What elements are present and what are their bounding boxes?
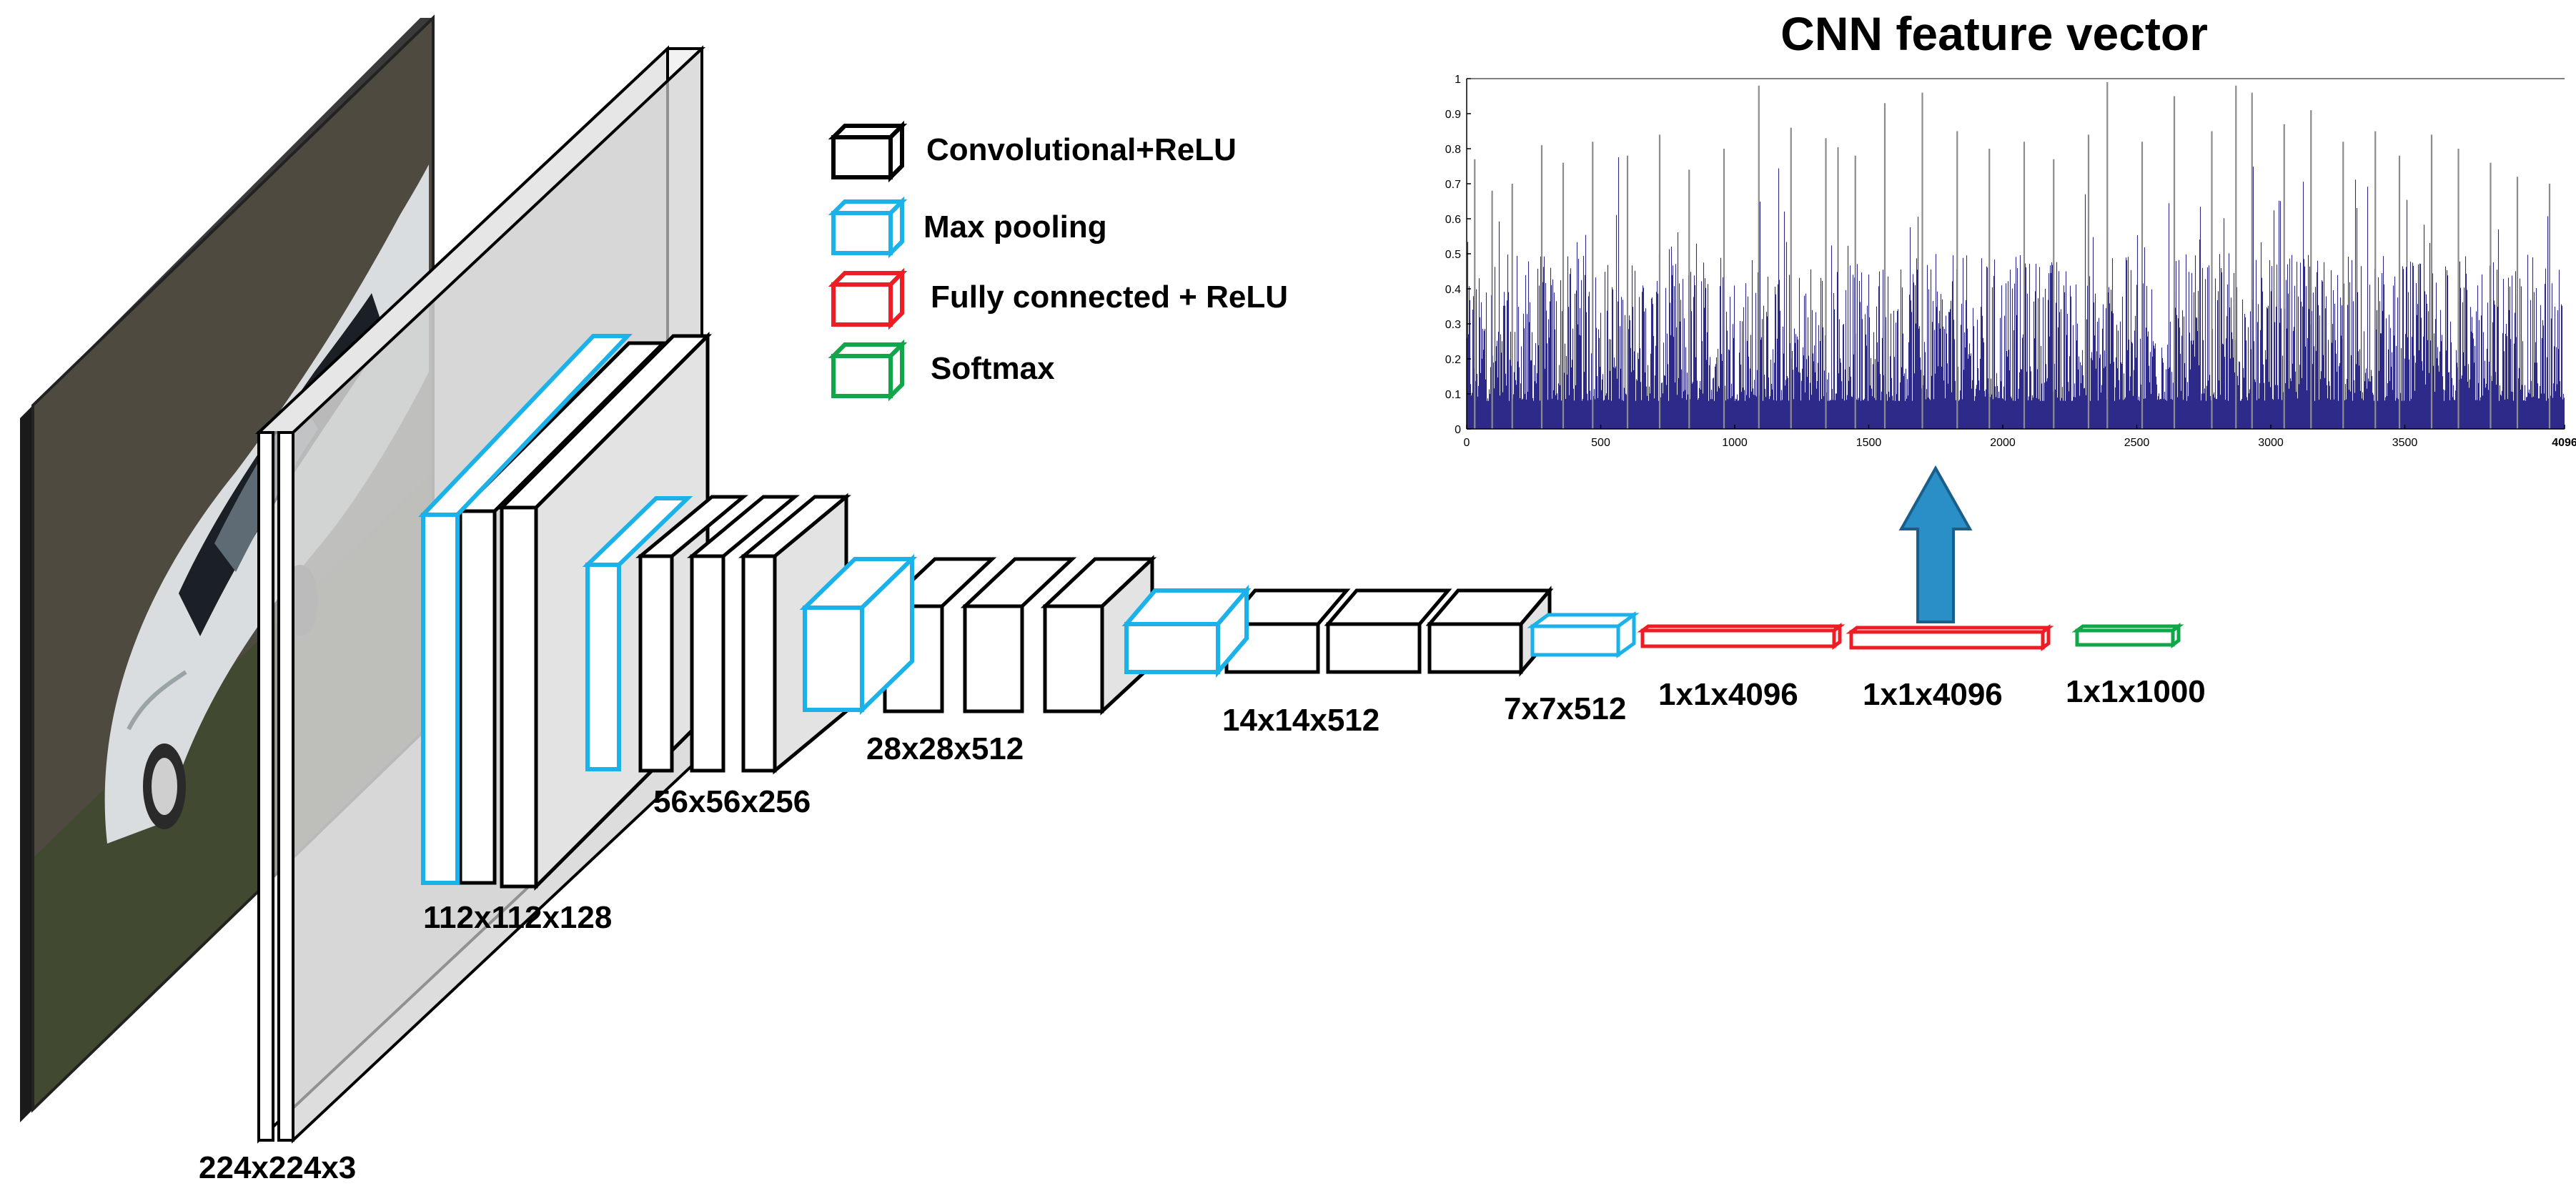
label-fc2: 1x1x4096 (1863, 677, 2003, 712)
fc1-layer (1637, 623, 1846, 650)
legend-label-fc: Fully connected + ReLU (931, 280, 1288, 315)
legend-label-pool: Max pooling (923, 209, 1107, 244)
legend-label-softmax: Softmax (931, 351, 1055, 386)
chart-xtick-label-6: 3000 (2258, 437, 2284, 449)
chart-ytick-label-8: 0.8 (1445, 144, 1461, 156)
chart-xtick-label-2: 1000 (1722, 437, 1748, 449)
chart-ytick-label-1: 0.1 (1445, 389, 1461, 401)
cyan-cube-icon (828, 196, 908, 259)
chart-ytick-label-3: 0.3 (1445, 319, 1461, 331)
block2-layers (582, 493, 851, 775)
fc2-layer (1846, 624, 2054, 651)
green-cube-icon (828, 339, 908, 402)
label-block4: 14x14x512 (1222, 703, 1379, 738)
chart-axes: 0 0.1 0.2 0.3 0.4 0.5 0.6 0.7 0.8 0.9 1 0 500 1000 150… (1445, 74, 2576, 449)
label-block2: 56x56x256 (653, 784, 811, 819)
feature-vector-chart: CNN feature vector 0 0.1 0.2 0.3 0.4 0.5 0.6 0.… (1445, 7, 2576, 449)
block4-layers (1121, 584, 1554, 678)
chart-xtick-label-0: 0 (1464, 437, 1470, 449)
black-cube-icon (828, 120, 908, 183)
label-block3: 28x28x512 (866, 731, 1024, 766)
chart-ytick-label-9: 0.9 (1445, 109, 1461, 121)
chart-ytick-label-5: 0.5 (1445, 249, 1461, 261)
chart-xtick-label-5: 2500 (2124, 437, 2150, 449)
chart-xtick-label-8: 4096 (2552, 437, 2576, 449)
chart-bars (1466, 81, 2565, 429)
chart-xtick-label-7: 3500 (2392, 437, 2418, 449)
block5-pool (1527, 611, 1640, 658)
label-input: 224x224x3 (199, 1150, 356, 1185)
softmax-layer (2071, 623, 2184, 648)
chart-ytick-label-10: 1 (1455, 74, 1461, 86)
legend-label-conv: Convolutional+ReLU (926, 132, 1237, 167)
chart-xtick-label-4: 2000 (1990, 437, 2016, 449)
legend: Convolutional+ReLU Max pooling Fully con… (828, 120, 1288, 402)
chart-ytick-label-2: 0.2 (1445, 354, 1461, 366)
chart-ytick-label-7: 0.7 (1445, 179, 1461, 191)
label-block5: 7x7x512 (1504, 691, 1626, 726)
chart-title: CNN feature vector (1780, 7, 2208, 60)
chart-ytick-label-0: 0 (1455, 424, 1461, 436)
chart-ytick-label-6: 0.6 (1445, 214, 1461, 226)
chart-xtick-label-1: 500 (1591, 437, 1610, 449)
block3-layers (799, 553, 1157, 716)
chart-ytick-label-4: 0.4 (1445, 284, 1461, 296)
label-block1: 112x112x128 (423, 900, 612, 935)
label-softmax: 1x1x1000 (2066, 674, 2206, 709)
chart-xtick-label-3: 1500 (1856, 437, 1882, 449)
up-arrow-icon (1898, 465, 1973, 623)
red-cube-icon (828, 267, 908, 330)
label-fc1: 1x1x4096 (1658, 677, 1798, 712)
